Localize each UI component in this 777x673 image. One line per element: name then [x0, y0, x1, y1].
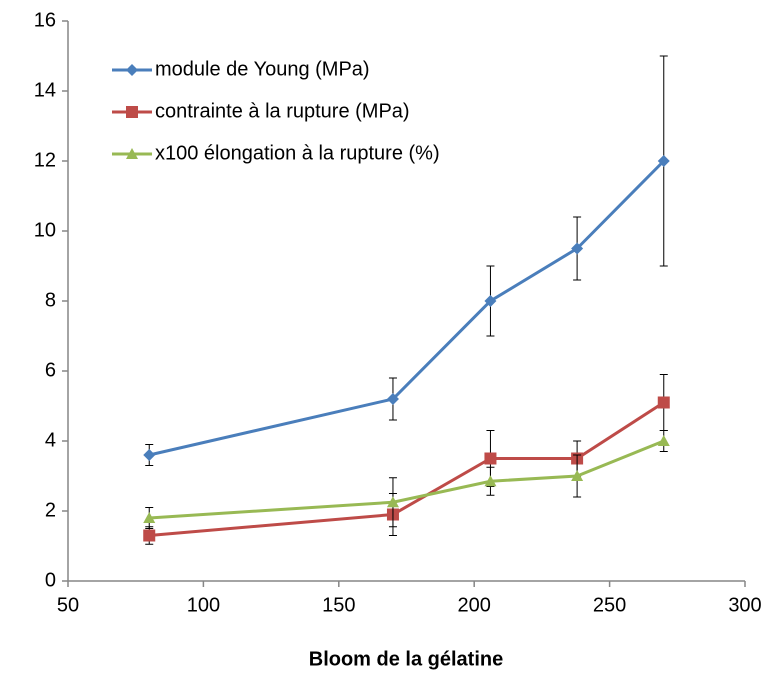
- y-tick-label: 0: [45, 569, 56, 591]
- y-tick-label: 4: [45, 429, 56, 451]
- x-tick-label: 150: [322, 594, 355, 616]
- legend-marker: [126, 64, 138, 76]
- legend-marker: [126, 148, 138, 159]
- x-tick-label: 300: [728, 594, 761, 616]
- x-axis-label: Bloom de la gélatine: [309, 648, 503, 670]
- y-tick-label: 2: [45, 499, 56, 521]
- marker: [657, 435, 670, 446]
- legend-label: module de Young (MPa): [155, 58, 370, 80]
- x-tick-label: 50: [57, 594, 79, 616]
- marker: [484, 452, 497, 465]
- marker: [571, 242, 584, 255]
- marker: [386, 393, 399, 405]
- marker: [657, 155, 670, 167]
- y-tick-label: 14: [34, 79, 56, 101]
- y-tick-label: 10: [34, 219, 56, 241]
- x-tick-label: 100: [187, 594, 220, 616]
- series-line: [148, 159, 665, 457]
- marker: [571, 470, 584, 481]
- x-tick-label: 250: [593, 594, 626, 616]
- y-tick-label: 16: [34, 9, 56, 31]
- x-tick-label: 200: [458, 594, 491, 616]
- legend-label: x100 élongation à la rupture (%): [155, 142, 440, 164]
- marker: [484, 475, 497, 487]
- y-tick-label: 12: [34, 149, 56, 171]
- marker: [143, 449, 156, 461]
- y-tick-label: 6: [45, 359, 56, 381]
- y-tick-label: 8: [45, 289, 56, 311]
- marker: [143, 529, 156, 542]
- series-line: [149, 401, 665, 537]
- marker: [386, 496, 399, 508]
- legend-label: contrainte à la rupture (MPa): [155, 100, 410, 122]
- marker: [484, 295, 497, 307]
- legend-marker: [126, 106, 138, 118]
- marker: [143, 512, 156, 523]
- marker: [657, 396, 670, 409]
